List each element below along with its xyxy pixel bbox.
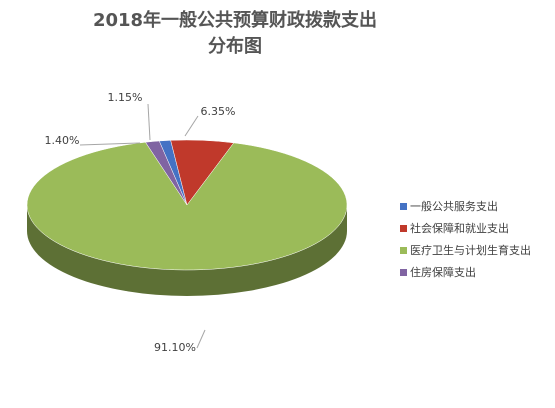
legend-marker [400, 269, 407, 276]
leader-line [184, 115, 199, 137]
legend-label: 医疗卫生与计划生育支出 [410, 243, 531, 257]
legend-marker [400, 247, 407, 254]
data-label: 1.40% [45, 134, 80, 147]
data-label: 6.35% [201, 105, 236, 118]
chart-title: 2018年一般公共预算财政拨款支出分布图 [92, 10, 378, 57]
legend-label: 一般公共服务支出 [410, 199, 498, 213]
legend-marker [400, 203, 407, 210]
legend-label: 社会保障和就业支出 [410, 221, 509, 235]
legend-label: 住房保障支出 [410, 265, 476, 279]
pie-side [27, 205, 347, 296]
legend-marker [400, 225, 407, 232]
leader-line [147, 103, 151, 141]
pie-slice [145, 140, 188, 206]
leader-line [79, 142, 141, 146]
pie-slice [26, 141, 348, 271]
data-label: 1.15% [108, 91, 143, 104]
data-label: 91.10% [154, 341, 196, 354]
leader-line [196, 329, 206, 349]
